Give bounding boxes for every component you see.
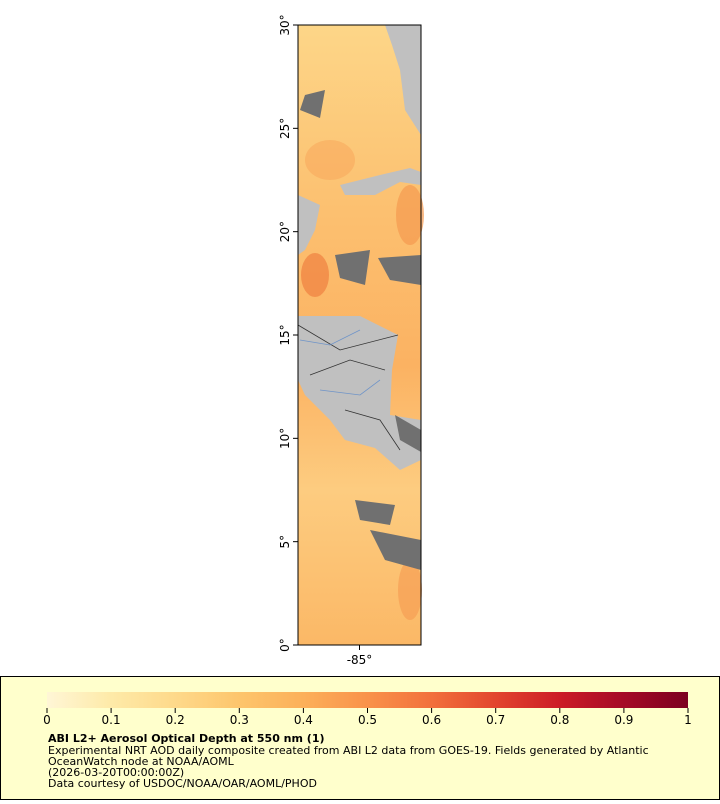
y-tick-label: 5° <box>278 535 292 549</box>
legend-title: ABI L2+ Aerosol Optical Depth at 550 nm … <box>48 732 325 745</box>
colorbar-tick-label: 0.9 <box>614 713 633 727</box>
legend-line: Data courtesy of USDOC/NOAA/OAR/AOML/PHO… <box>48 777 317 790</box>
colorbar <box>47 692 688 708</box>
y-tick-label: 20° <box>278 221 292 242</box>
x-tick-label: -85° <box>347 653 373 667</box>
legend-line: (2026-03-20T00:00:00Z) <box>48 766 184 779</box>
legend-line: OceanWatch node at NOAA/AOML <box>48 755 235 768</box>
y-tick-label: 25° <box>278 118 292 139</box>
colorbar-tick-label: 0.6 <box>422 713 441 727</box>
colorbar-tick-label: 1 <box>684 713 692 727</box>
colorbar-tick-label: 0.1 <box>102 713 121 727</box>
y-tick-label: 0° <box>278 638 292 652</box>
map-image <box>297 24 424 646</box>
y-tick-label: 15° <box>278 324 292 345</box>
colorbar-tick-label: 0.2 <box>166 713 185 727</box>
colorbar-tick-label: 0.8 <box>550 713 569 727</box>
y-tick-label: 10° <box>278 428 292 449</box>
colorbar-tick-label: 0.5 <box>358 713 377 727</box>
colorbar-tick-label: 0.7 <box>486 713 505 727</box>
colorbar-tick-label: 0.3 <box>230 713 249 727</box>
colorbar-tick-label: 0.4 <box>294 713 313 727</box>
colorbar-tick-label: 0 <box>43 713 51 727</box>
legend-line: Experimental NRT AOD daily composite cre… <box>48 744 649 757</box>
y-tick-label: 30° <box>278 14 292 35</box>
